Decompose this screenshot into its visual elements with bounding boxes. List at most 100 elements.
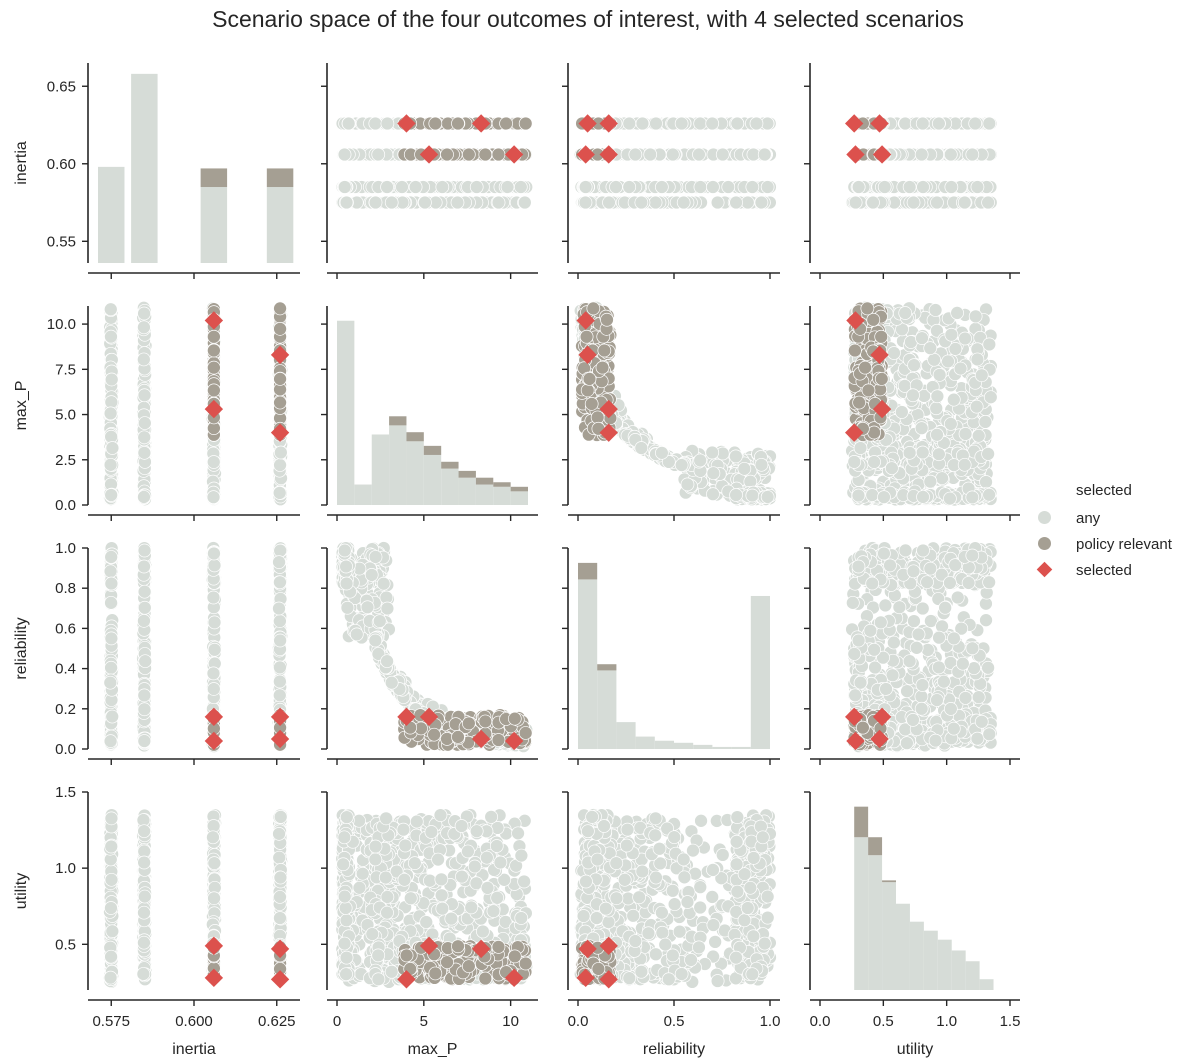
point-any-inertia-reliability-899 — [760, 180, 775, 194]
point-any-max_P-inertia-890 — [105, 441, 120, 455]
ytick-label-max_P-3: 7.5 — [55, 361, 76, 378]
point-any-inertia-reliability-818 — [622, 116, 637, 131]
point-any-inertia-utility-895 — [970, 180, 985, 194]
point-any-inertia-max_P-876 — [435, 180, 450, 194]
point-any-inertia-utility-897 — [866, 195, 880, 210]
point-any-inertia-reliability-889 — [655, 180, 669, 194]
point-any-inertia-reliability-857 — [648, 195, 663, 210]
hist-policy-bar-max_P-5 — [423, 445, 442, 455]
ytick-label-max_P-1: 2.5 — [55, 452, 76, 469]
point-any-inertia-utility-885 — [906, 195, 921, 210]
hist-policy-bar-max_P-9 — [493, 482, 511, 487]
point-any-inertia-utility-834 — [914, 147, 929, 162]
point-policy-inertia-max_P-119 — [461, 147, 476, 162]
ylabel-inertia: inertia — [13, 141, 30, 185]
hist-policy-bar-max_P-8 — [475, 477, 494, 485]
point-any-inertia-utility-896 — [851, 180, 866, 194]
point-any-inertia-reliability-832 — [730, 116, 745, 131]
point-any-inertia-reliability-872 — [674, 116, 689, 131]
point-policy-inertia-max_P-116 — [440, 147, 454, 162]
ytick-label-inertia-1: 0.60 — [47, 156, 76, 173]
ytick-label-max_P-4: 10.0 — [47, 316, 76, 333]
point-any-inertia-max_P-869 — [450, 195, 465, 210]
point-any-inertia-reliability-848 — [676, 195, 691, 210]
point-any-inertia-reliability-873 — [635, 116, 650, 131]
point-policy-inertia-max_P-130 — [491, 147, 506, 162]
point-any-max_P-inertia-891 — [104, 488, 119, 502]
point-any-max_P-inertia-895 — [136, 352, 151, 367]
point-any-inertia-max_P-879 — [380, 116, 395, 131]
point-any-inertia-max_P-889 — [380, 180, 394, 194]
point-policy-max_P-inertia-117 — [273, 395, 287, 410]
point-any-inertia-reliability-849 — [721, 180, 736, 194]
point-any-inertia-max_P-899 — [337, 180, 352, 194]
point-any-inertia-reliability-896 — [578, 180, 593, 194]
point-any-inertia-reliability-622 — [710, 195, 725, 210]
point-any-inertia-max_P-815 — [395, 180, 409, 194]
hist-bar-inertia-1 — [131, 73, 158, 263]
point-any-inertia-reliability-839 — [749, 116, 764, 131]
point-any-max_P-inertia-876 — [137, 388, 152, 403]
point-any-inertia-reliability-771 — [693, 180, 708, 194]
point-policy-max_P-inertia-131 — [273, 321, 287, 336]
point-any-inertia-reliability-868 — [754, 195, 769, 210]
hist-bar-max_P-7 — [458, 477, 476, 505]
point-any-max_P-inertia-894 — [137, 416, 152, 430]
point-any-inertia-utility-857 — [981, 195, 995, 210]
point-any-max_P-inertia-897 — [103, 302, 118, 317]
hist-bar-max_P-9 — [493, 486, 511, 505]
point-any-inertia-utility-879 — [915, 116, 930, 131]
point-any-inertia-max_P-852 — [371, 147, 386, 162]
hist-policy-bar-max_P-6 — [441, 461, 459, 469]
point-any-inertia-reliability-840 — [715, 147, 730, 162]
point-any-max_P-inertia-839 — [272, 486, 287, 500]
point-policy-max_P-inertia-116 — [207, 383, 221, 398]
point-policy-inertia-max_P-131 — [499, 116, 513, 131]
point-any-max_P-inertia-868 — [103, 457, 118, 472]
point-any-max_P-reliability-686 — [706, 466, 721, 481]
point-any-inertia-max_P-835 — [491, 195, 506, 210]
point-any-inertia-reliability-890 — [634, 195, 649, 210]
point-any-max_P-inertia-815 — [137, 430, 152, 445]
point-policy-max_P-inertia-119 — [207, 360, 221, 375]
point-any-max_P-inertia-872 — [273, 458, 287, 472]
hist-policy-bar-max_P-3 — [389, 416, 407, 426]
hist-policy-bar-max_P-7 — [458, 470, 476, 478]
point-any-inertia-reliability-815 — [622, 180, 637, 194]
point-any-inertia-reliability-812 — [693, 116, 708, 131]
point-any-inertia-reliability-891 — [729, 195, 743, 210]
point-any-inertia-reliability-897 — [578, 195, 593, 210]
point-any-inertia-reliability-881 — [628, 147, 643, 162]
point-policy-inertia-max_P-127 — [451, 116, 465, 131]
point-any-max_P-inertia-835 — [104, 329, 118, 344]
hist-policy-bar-inertia-2 — [200, 168, 228, 188]
point-any-inertia-reliability-744 — [643, 147, 658, 162]
point-any-inertia-reliability-894 — [609, 180, 623, 194]
point-any-inertia-max_P-866 — [513, 180, 528, 194]
hist-bar-max_P-6 — [441, 468, 459, 505]
point-any-inertia-utility-883 — [965, 147, 980, 162]
point-any-inertia-max_P-891 — [339, 195, 354, 210]
point-policy-max_P-inertia-134 — [273, 301, 287, 316]
hist-policy-bar-max_P-10 — [510, 486, 528, 492]
point-any-inertia-reliability-885 — [740, 195, 755, 210]
point-any-max_P-inertia-893 — [103, 406, 118, 421]
point-policy-inertia-max_P-126 — [478, 147, 493, 162]
point-any-inertia-max_P-872 — [368, 116, 383, 131]
point-any-inertia-utility-854 — [930, 195, 944, 210]
point-any-inertia-reliability-892 — [757, 147, 772, 162]
point-any-inertia-reliability-888 — [745, 180, 760, 194]
ytick-label-inertia-2: 0.65 — [47, 78, 76, 95]
point-any-inertia-reliability-879 — [705, 116, 720, 131]
point-any-inertia-utility-899 — [916, 180, 930, 194]
hist-bar-inertia-0 — [98, 166, 125, 263]
point-any-inertia-max_P-868 — [368, 195, 383, 210]
point-any-inertia-max_P-892 — [337, 147, 352, 162]
point-any-inertia-reliability-893 — [602, 195, 616, 210]
point-any-inertia-reliability-852 — [665, 147, 680, 162]
point-any-inertia-reliability-859 — [649, 116, 663, 131]
point-any-max_P-inertia-879 — [273, 445, 288, 460]
point-any-inertia-max_P-839 — [341, 116, 356, 131]
ytick-label-max_P-0: 0.0 — [55, 497, 76, 514]
